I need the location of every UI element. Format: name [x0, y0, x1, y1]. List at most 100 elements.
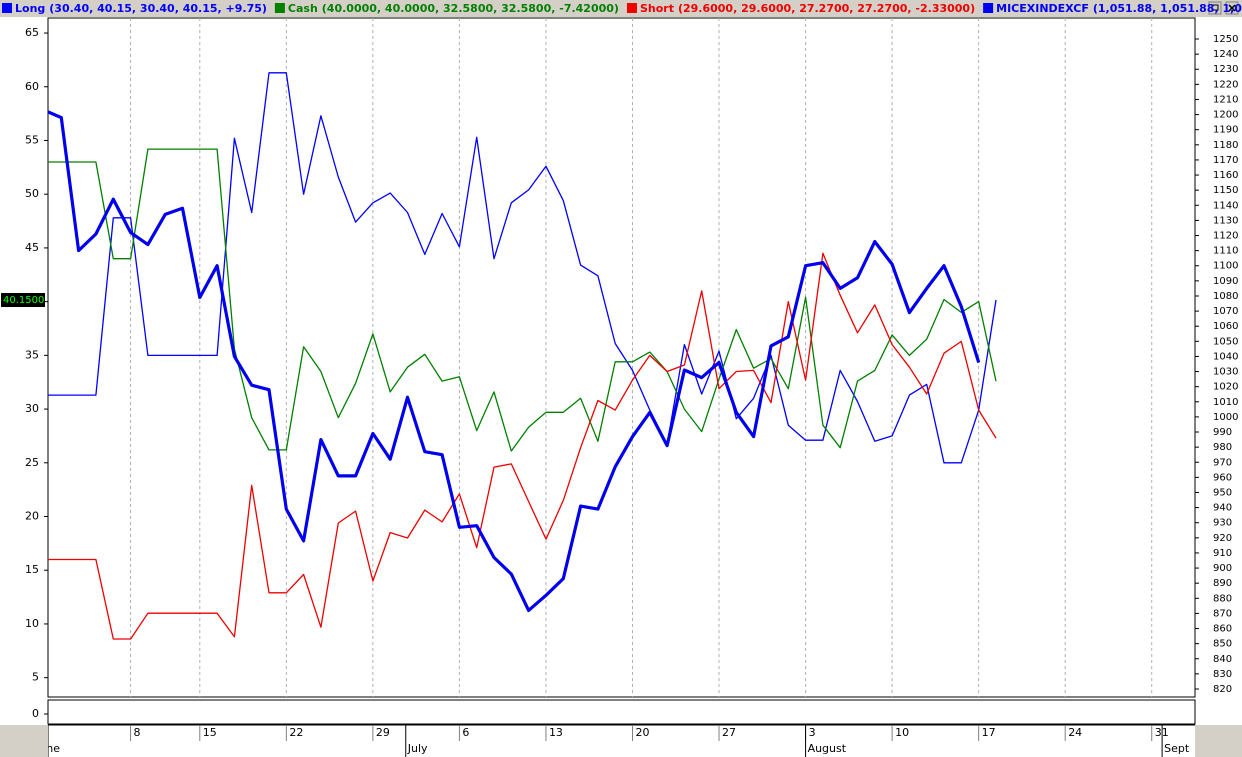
y2-tick-label: 1150: [1213, 185, 1238, 196]
y2-tick-label: 1210: [1213, 94, 1238, 105]
y2-tick-label: 890: [1213, 578, 1232, 589]
x-tick-label: 15: [203, 726, 217, 739]
legend-name: Long: [15, 2, 45, 15]
y2-tick-label: 1080: [1213, 291, 1238, 302]
y2-tick-label: 1170: [1213, 155, 1238, 166]
y2-tick-label: 910: [1213, 548, 1232, 559]
y-tick-label: 10: [25, 617, 39, 630]
month-label: August: [808, 742, 847, 755]
series-line: [48, 72, 997, 464]
y2-tick-label: 1180: [1213, 140, 1238, 151]
y2-tick-label: 1050: [1213, 336, 1238, 347]
legend-values: (1,051.88, 1,051.88, 1,030.98, 1,035.40,…: [1093, 2, 1242, 15]
y2-tick-label: 850: [1213, 639, 1232, 650]
month-label: June: [35, 742, 60, 755]
series-line: [48, 252, 997, 640]
y2-tick-label: 1140: [1213, 200, 1238, 211]
last-value-box: [1, 293, 45, 308]
y2-tick-label: 1110: [1213, 246, 1238, 257]
y2-tick-label: 1030: [1213, 367, 1238, 378]
lower-pane-frame: [47, 699, 1196, 725]
legend-swatch: [2, 3, 12, 13]
y2-tick-label: 1240: [1213, 49, 1238, 60]
legend: Long (30.40, 40.15, 30.40, 40.15, +9.75) C…: [2, 2, 1242, 15]
y2-tick-label: 920: [1213, 533, 1232, 544]
y2-tick-label: 1040: [1213, 351, 1238, 362]
x-tick-label: 3: [809, 726, 816, 739]
y2-tick-label: 870: [1213, 608, 1232, 619]
y2-tick-label: 960: [1213, 472, 1232, 483]
y2-tick-label: 1020: [1213, 382, 1238, 393]
grid: [130, 18, 1153, 697]
lower-pane-tick-label: 0: [32, 707, 39, 720]
series-line: [48, 148, 997, 452]
legend-values: (30.40, 40.15, 30.40, 40.15, +9.75): [49, 2, 267, 15]
corner-left: [0, 725, 48, 757]
y2-tick-label: 990: [1213, 427, 1232, 438]
legend-name: Cash: [288, 2, 318, 15]
legend-swatch: [274, 3, 285, 13]
y2-tick-label: 880: [1213, 593, 1232, 604]
y-tick-label: 35: [25, 348, 39, 361]
x-tick-label: 13: [549, 726, 563, 739]
y2-tick-label: 820: [1213, 684, 1232, 695]
y-tick-label: 45: [25, 241, 39, 254]
y2-tick-label: 1250: [1213, 34, 1238, 45]
axes: 5101520253035404550556065820830840850860…: [1, 26, 1238, 720]
y2-tick-label: 1160: [1213, 170, 1238, 181]
x-tick-label: 27: [722, 726, 736, 739]
corner-right: [1195, 725, 1242, 757]
y2-tick-label: 1090: [1213, 276, 1238, 287]
x-tick-label: 6: [462, 726, 469, 739]
header-bar: [0, 0, 1242, 17]
last-value-label: 40.1500: [3, 295, 44, 306]
y2-tick-label: 860: [1213, 624, 1232, 635]
month-label: July: [407, 742, 428, 755]
legend-swatch: [626, 3, 637, 13]
x-tick-label: 20: [635, 726, 649, 739]
y-tick-label: 5: [32, 671, 39, 684]
y-tick-label: 60: [25, 80, 39, 93]
legend-swatch: [983, 3, 994, 13]
y2-tick-label: 830: [1213, 669, 1232, 680]
legend-values: (40.0000, 40.0000, 32.5800, 32.5800, -7.…: [322, 2, 619, 15]
window-buttons[interactable]: [1208, 1, 1239, 15]
month-label: Sept: [1164, 742, 1190, 755]
y2-tick-label: 1120: [1213, 231, 1238, 242]
x-tick-label: 10: [895, 726, 909, 739]
close-icon: [1228, 4, 1236, 12]
legend-values: (29.6000, 29.6000, 27.2700, 27.2700, -2.…: [678, 2, 975, 15]
y2-tick-label: 1100: [1213, 261, 1238, 272]
y2-tick-label: 950: [1213, 487, 1232, 498]
plot: [48, 72, 997, 640]
y-tick-label: 55: [25, 133, 39, 146]
y-tick-label: 15: [25, 563, 39, 576]
y2-tick-label: 1010: [1213, 397, 1238, 408]
y2-tick-label: 1070: [1213, 306, 1238, 317]
x-tick-label: 22: [289, 726, 303, 739]
series-line: [48, 110, 981, 612]
legend-name: MICEXINDEXCF: [996, 2, 1089, 15]
plot-frame: [47, 17, 1196, 698]
legend-name: Short: [640, 2, 674, 15]
date-axis: 81522296132027310172431JuneJulyAugustSep…: [35, 725, 1190, 757]
y2-tick-label: 900: [1213, 563, 1232, 574]
y2-tick-label: 1130: [1213, 215, 1238, 226]
x-tick-label: 17: [982, 726, 996, 739]
y2-tick-label: 930: [1213, 518, 1232, 529]
y-tick-label: 30: [25, 402, 39, 415]
y-tick-label: 50: [25, 187, 39, 200]
restore-icon: [1211, 4, 1219, 11]
y2-tick-label: 980: [1213, 442, 1232, 453]
y2-tick-label: 1220: [1213, 79, 1238, 90]
x-tick-label: 29: [376, 726, 390, 739]
y2-tick-label: 1000: [1213, 412, 1238, 423]
y-tick-label: 65: [25, 26, 39, 39]
y-tick-label: 25: [25, 456, 39, 469]
x-tick-label: 24: [1068, 726, 1082, 739]
y2-tick-label: 1190: [1213, 125, 1238, 136]
y2-tick-label: 970: [1213, 457, 1232, 468]
